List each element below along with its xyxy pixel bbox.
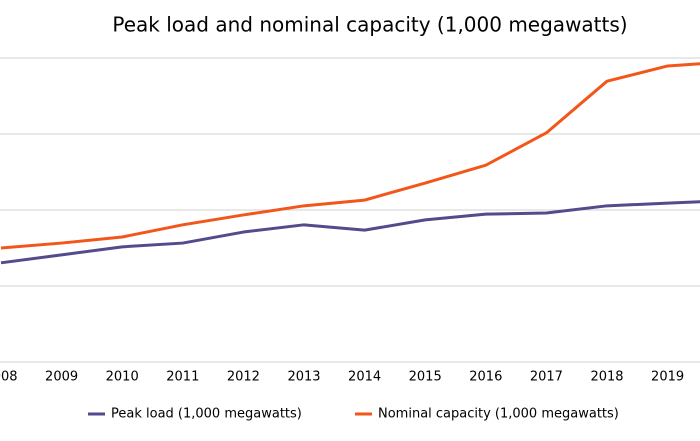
legend-label: Peak load (1,000 megawatts): [111, 407, 302, 422]
x-tick-label: 2009: [45, 370, 78, 385]
legend-label: Nominal capacity (1,000 megawatts): [378, 407, 619, 422]
x-tick-label: 2016: [469, 370, 502, 385]
x-tick-label: 2010: [106, 370, 139, 385]
x-tick-label: 2017: [530, 370, 563, 385]
x-tick-label: 2008: [0, 370, 18, 385]
x-tick-label: 2013: [287, 370, 320, 385]
line-series: [0, 62, 700, 250]
x-tick-label: 2014: [348, 370, 381, 385]
x-tick-label: 2018: [590, 370, 623, 385]
x-tick-label: 2015: [409, 370, 442, 385]
x-tick-label: 2019: [651, 370, 684, 385]
x-tick-label: 2011: [166, 370, 199, 385]
chart-title: Peak load and nominal capacity (1,000 me…: [112, 13, 627, 37]
x-tick-label: 2012: [227, 370, 260, 385]
line-series: [0, 200, 700, 265]
